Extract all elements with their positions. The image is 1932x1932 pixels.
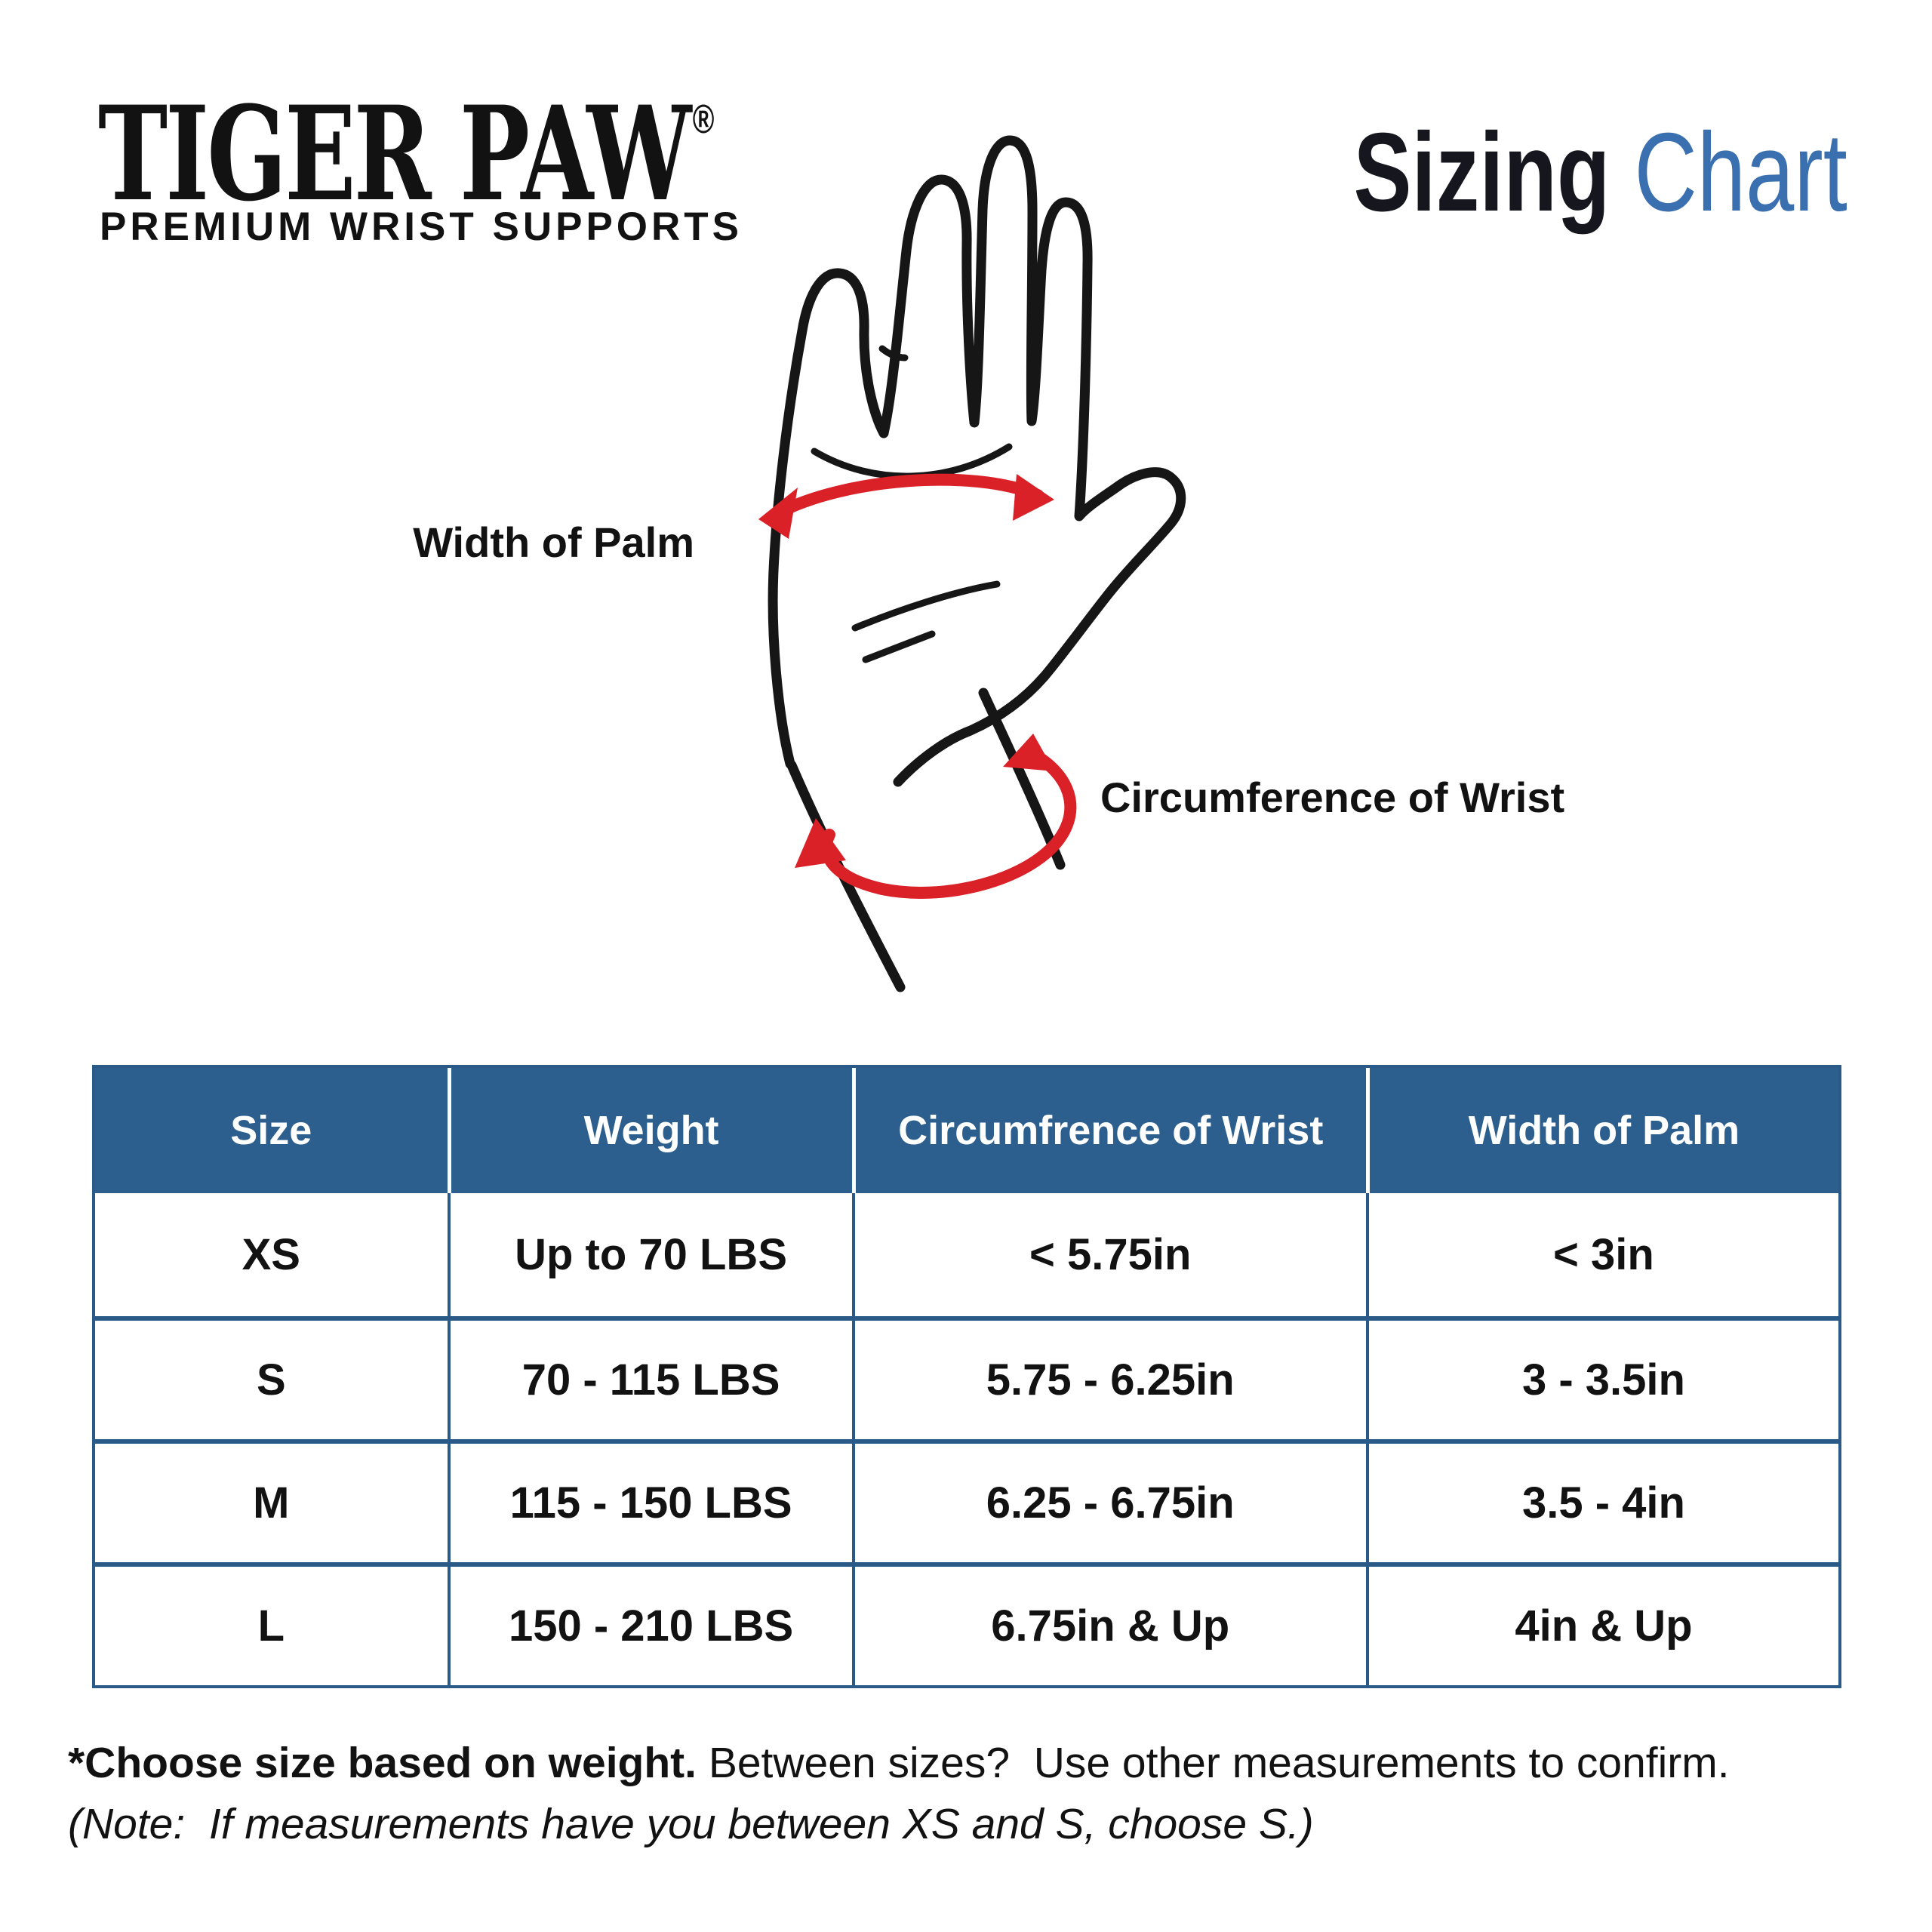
sizing-table: Size Weight Circumfrence of Wrist Width …: [92, 1065, 1841, 1688]
table-cell: 150 - 210 LBS: [447, 1562, 852, 1685]
table-cell: L: [95, 1562, 448, 1685]
page-title-primary: Sizing: [1353, 110, 1611, 235]
table-cell: 115 - 150 LBS: [447, 1439, 852, 1562]
footnote-italic-text: (Note: If measurements have you between …: [68, 1799, 1314, 1848]
table-cell: 6.75in & Up: [851, 1562, 1366, 1685]
column-header-size: Size: [95, 1068, 448, 1193]
brand-name: TIGER PAW®: [98, 89, 714, 219]
table-cell: 3.5 - 4in: [1365, 1439, 1838, 1562]
footnote-bold-text: *Choose size based on weight.: [68, 1739, 697, 1787]
forearm-line-right: [978, 688, 1066, 870]
wrist-circumference-arrow: [795, 734, 1077, 899]
table-cell: 70 - 115 LBS: [447, 1316, 852, 1439]
column-header-wrist: Circumfrence of Wrist: [851, 1068, 1366, 1193]
table-cell: 4in & Up: [1365, 1562, 1838, 1685]
table-cell: 6.25 - 6.75in: [851, 1439, 1366, 1562]
column-header-palm: Width of Palm: [1365, 1068, 1838, 1193]
palm-width-label: Width of Palm: [413, 518, 694, 566]
page-title-secondary: Chart: [1634, 110, 1847, 235]
table-cell: 5.75 - 6.25in: [851, 1316, 1366, 1439]
table-cell: < 5.75in: [851, 1193, 1366, 1316]
table-cell: XS: [95, 1193, 448, 1316]
palm-width-arrow: [758, 473, 1054, 539]
table-cell: S: [95, 1316, 448, 1439]
table-cell: M: [95, 1439, 448, 1562]
brand-tagline: PREMIUM WRIST SUPPORTS: [100, 205, 743, 249]
wrist-circumference-label: Circumference of Wrist: [1100, 774, 1565, 821]
table-cell: Up to 70 LBS: [447, 1193, 852, 1316]
table-cell: < 3in: [1365, 1193, 1838, 1316]
sizing-footnote: *Choose size based on weight. Between si…: [68, 1733, 1804, 1855]
table-cell: 3 - 3.5in: [1365, 1316, 1838, 1439]
page-title: Sizing Chart: [1353, 110, 1847, 235]
brand-logo: TIGER PAW® PREMIUM WRIST SUPPORTS: [98, 89, 949, 250]
hand-measurement-illustration: [758, 135, 1186, 992]
footnote-regular-text: Between sizes? Use other measurements to…: [697, 1739, 1742, 1787]
column-header-weight: Weight: [447, 1068, 852, 1193]
registered-trademark-icon: ®: [692, 97, 715, 142]
brand-name-text: TIGER PAW: [98, 77, 691, 230]
